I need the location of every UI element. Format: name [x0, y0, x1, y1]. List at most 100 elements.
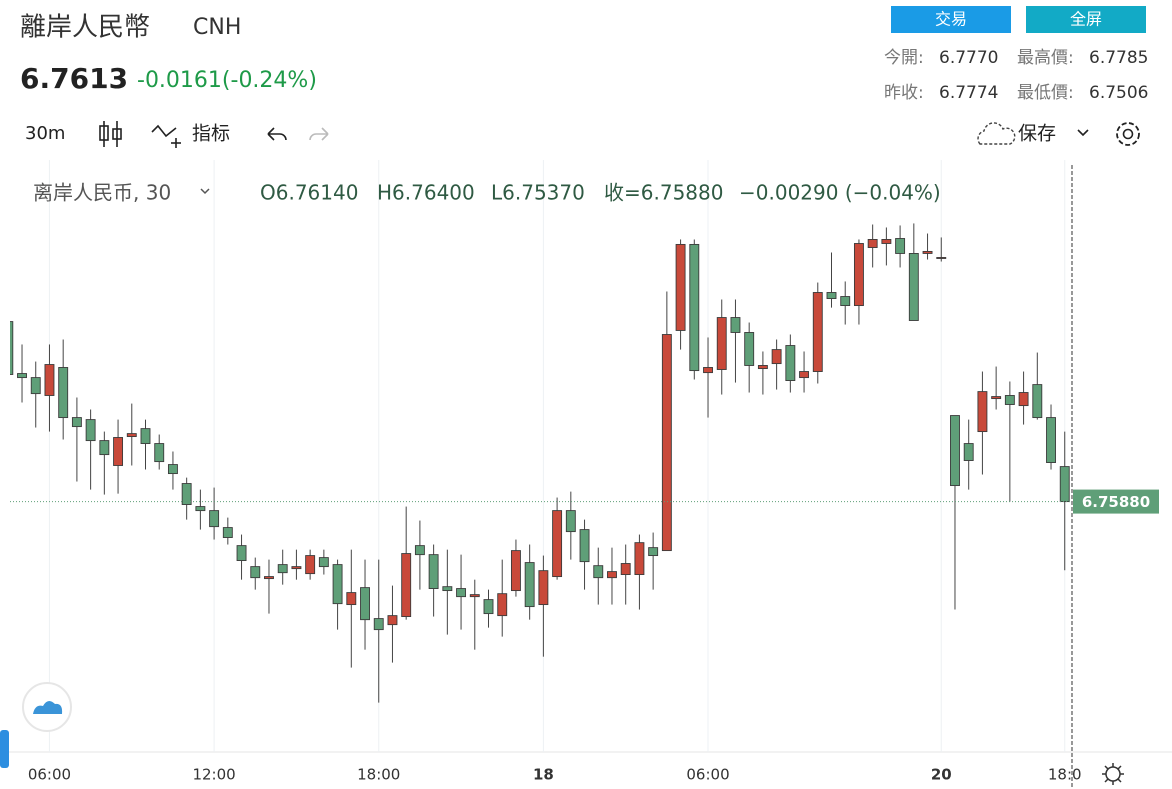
candle-body — [291, 566, 302, 570]
candle-body — [469, 594, 480, 598]
save[interactable]: 保存 — [1018, 123, 1056, 145]
candle-body — [579, 529, 590, 563]
candle-body — [1032, 384, 1043, 419]
candle-body — [853, 243, 864, 307]
fullscreen-button[interactable] — [1026, 6, 1146, 33]
candle-body — [881, 239, 892, 244]
candle-body — [963, 443, 974, 461]
candle-body — [401, 553, 412, 618]
candle-body — [826, 292, 837, 300]
candle-body — [922, 250, 933, 254]
candle-body — [85, 419, 96, 442]
grid — [48, 160, 1066, 752]
candle-body — [442, 586, 453, 592]
candle-body — [30, 377, 41, 395]
candle-body — [867, 239, 878, 248]
x-tick-label: 18:0 — [1048, 766, 1082, 784]
stat-value: 6.7774 — [939, 83, 998, 103]
legend-menu[interactable] — [200, 188, 210, 195]
candle-body — [1004, 395, 1015, 405]
candle-body — [250, 566, 261, 579]
trade-button-label[interactable]: 交易 — [935, 10, 967, 29]
symbol: CNH — [193, 15, 241, 40]
candle-body — [346, 592, 357, 606]
candle-body — [552, 510, 563, 578]
candle-body — [607, 571, 617, 579]
indicators-icon[interactable] — [151, 124, 181, 148]
candle-body — [799, 371, 810, 379]
stat-label: 最高價: — [1017, 48, 1074, 68]
candle-body — [661, 334, 672, 552]
cloud-icon[interactable] — [977, 122, 1016, 145]
ohlc-value: 收=6.75880 — [604, 181, 723, 205]
fullscreen-button-label[interactable]: 全屏 — [1070, 10, 1102, 29]
candle-body — [181, 483, 192, 505]
settings-icon[interactable] — [1116, 122, 1140, 146]
x-tick-label: 18:00 — [357, 766, 400, 784]
ohlc-value: O6.76140 — [260, 181, 358, 205]
candle-body — [17, 373, 27, 379]
candle-body — [222, 527, 233, 538]
candle-body — [428, 554, 439, 590]
indicators[interactable]: 指标 — [192, 123, 230, 145]
candle-body — [99, 440, 110, 456]
candle-body — [648, 547, 659, 557]
candle-body — [264, 576, 274, 580]
candle-body — [167, 464, 178, 475]
candle-body — [154, 443, 165, 463]
candle-body — [908, 253, 919, 321]
candle-body — [510, 550, 521, 592]
candle-body — [387, 615, 398, 626]
undo[interactable] — [267, 127, 287, 141]
x-tick-label: 06:00 — [28, 766, 71, 784]
x-tick-label: 18 — [533, 766, 554, 784]
candle-body — [414, 545, 425, 556]
candle-body — [538, 570, 549, 606]
candle-body — [140, 428, 151, 445]
price-change: -0.0161(-0.24%) — [137, 68, 317, 93]
candle-body — [44, 364, 55, 396]
redo[interactable] — [309, 127, 329, 141]
candle-body — [744, 332, 755, 366]
stat-label: 昨收: — [884, 83, 924, 103]
ohlc-value: H6.76400 — [377, 181, 475, 205]
candle-body — [950, 415, 960, 487]
last-price-box — [1073, 489, 1159, 514]
candle-body — [812, 292, 823, 372]
candle-body — [71, 417, 82, 428]
candle-body — [895, 238, 906, 254]
price: 6.7613 — [20, 62, 128, 95]
candle-body — [716, 317, 727, 370]
ohlc-legend: O6.76140 H6.76400 L6.75370 收=6.75880 −0.0029… — [260, 181, 941, 205]
candle-type-icon[interactable] — [99, 121, 122, 147]
stat-value: 6.7506 — [1089, 83, 1148, 103]
stat-value: 6.7785 — [1089, 48, 1148, 68]
candle-body — [10, 321, 14, 375]
stat-value: 6.7770 — [939, 48, 998, 68]
candle-body — [318, 557, 329, 568]
candle-body — [126, 433, 137, 438]
candle-body — [936, 257, 947, 259]
candle-body — [360, 587, 370, 621]
trade-button[interactable] — [891, 6, 1011, 33]
axis-settings[interactable] — [1102, 763, 1124, 785]
stat-label: 最低價: — [1017, 83, 1074, 103]
x-tick-label: 12:00 — [192, 766, 235, 784]
save-menu[interactable] — [1077, 129, 1089, 137]
candle-body — [593, 565, 604, 579]
candle-body — [58, 367, 69, 419]
candles — [10, 223, 1070, 703]
legend-title: 离岸人民币, 30 — [33, 181, 171, 205]
candle-body — [113, 437, 124, 466]
side-toggle[interactable] — [0, 730, 9, 768]
candle-body — [730, 317, 741, 333]
candle-body — [373, 618, 384, 631]
interval[interactable]: 30m — [25, 123, 65, 144]
x-tick-label: 20 — [931, 766, 952, 784]
candle-body — [675, 243, 686, 331]
candle-body — [620, 563, 631, 576]
candle-body — [305, 555, 316, 575]
candle-body — [991, 396, 1002, 400]
